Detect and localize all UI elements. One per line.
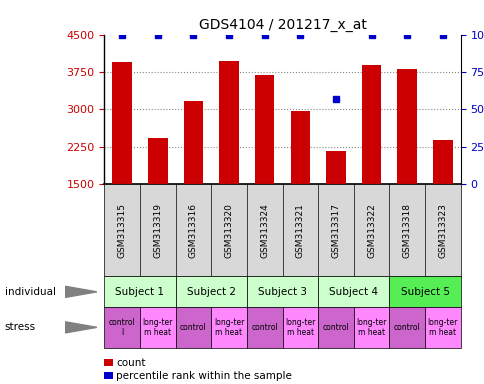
Text: GSM313323: GSM313323	[438, 203, 447, 258]
Text: Subject 2: Subject 2	[186, 287, 235, 297]
Bar	[112, 62, 132, 184]
Text: individual: individual	[5, 287, 56, 297]
Bar	[326, 151, 345, 184]
Text: control: control	[393, 323, 420, 332]
Text: long-ter
m heat: long-ter m heat	[142, 318, 173, 337]
Text: control: control	[322, 323, 348, 332]
Bar	[148, 138, 167, 184]
Text: long-ter
m heat: long-ter m heat	[427, 318, 457, 337]
Text: stress: stress	[5, 322, 36, 333]
Text: GSM313319: GSM313319	[153, 203, 162, 258]
Text: GSM313322: GSM313322	[366, 203, 376, 258]
Text: GSM313317: GSM313317	[331, 203, 340, 258]
Bar	[183, 101, 203, 184]
Text: GSM313316: GSM313316	[188, 203, 197, 258]
Bar	[361, 65, 380, 184]
Text: GSM313315: GSM313315	[117, 203, 126, 258]
Polygon shape	[65, 286, 97, 297]
Text: Subject 5: Subject 5	[400, 287, 449, 297]
Bar	[397, 68, 416, 184]
Bar	[290, 111, 309, 184]
Text: Subject 1: Subject 1	[115, 287, 164, 297]
Text: control: control	[251, 323, 277, 332]
Text: percentile rank within the sample: percentile rank within the sample	[116, 371, 291, 381]
Text: control
l: control l	[108, 318, 135, 337]
Text: long-ter
m heat: long-ter m heat	[356, 318, 386, 337]
Title: GDS4104 / 201217_x_at: GDS4104 / 201217_x_at	[198, 18, 366, 32]
Text: GSM313324: GSM313324	[259, 203, 269, 258]
Text: GSM313320: GSM313320	[224, 203, 233, 258]
Text: long-ter
m heat: long-ter m heat	[213, 318, 244, 337]
Bar	[219, 61, 238, 184]
Bar	[432, 140, 452, 184]
Text: Subject 3: Subject 3	[257, 287, 306, 297]
Text: control: control	[180, 323, 206, 332]
Text: long-ter
m heat: long-ter m heat	[285, 318, 315, 337]
Text: GSM313318: GSM313318	[402, 203, 411, 258]
Text: count: count	[116, 358, 145, 368]
Polygon shape	[65, 322, 97, 333]
Text: GSM313321: GSM313321	[295, 203, 304, 258]
Text: Subject 4: Subject 4	[329, 287, 378, 297]
Bar	[255, 76, 274, 184]
